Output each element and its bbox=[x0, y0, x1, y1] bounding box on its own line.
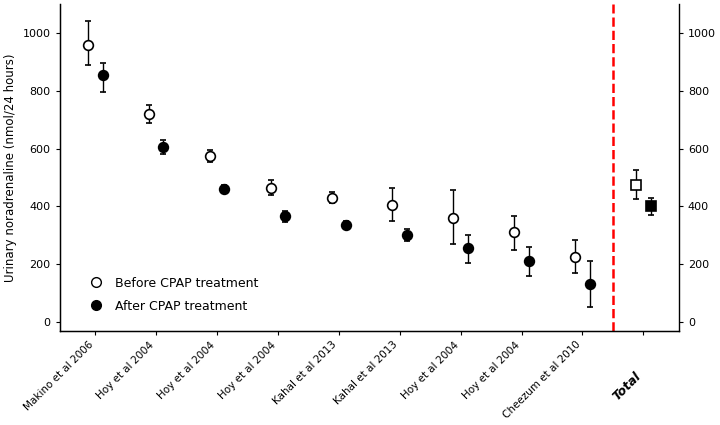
Legend: Before CPAP treatment, After CPAP treatment: Before CPAP treatment, After CPAP treatm… bbox=[78, 272, 263, 318]
Y-axis label: Urinary noradrenaline (nmol/24 hours): Urinary noradrenaline (nmol/24 hours) bbox=[4, 53, 17, 282]
Text: Total: Total bbox=[610, 369, 644, 403]
